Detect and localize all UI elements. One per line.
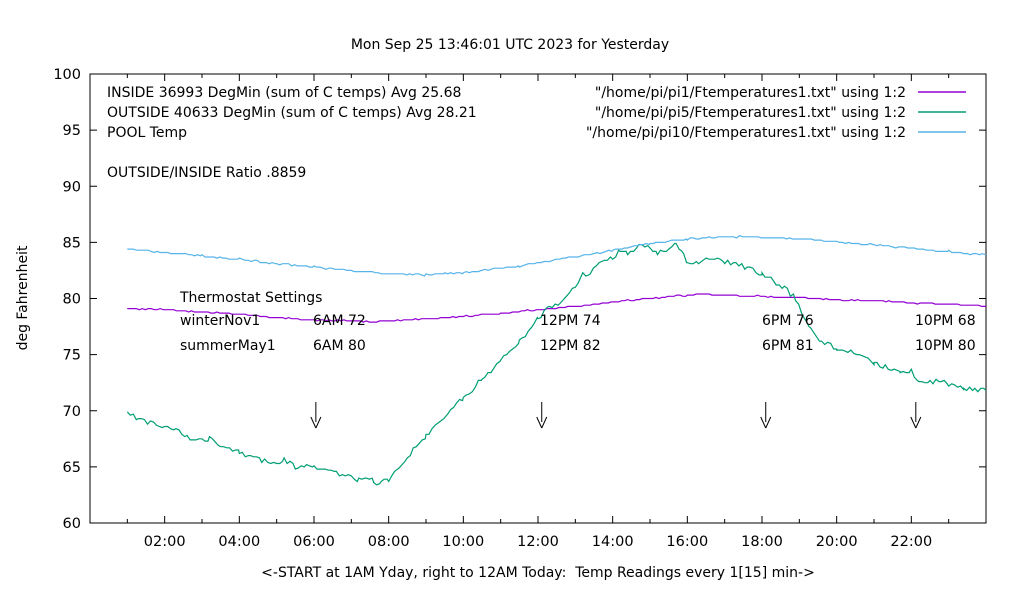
arrow-head-left xyxy=(910,416,917,429)
ratio-label: OUTSIDE/INSIDE Ratio .8859 xyxy=(107,165,306,181)
x-tick-label: 16:00 xyxy=(666,534,708,550)
x-tick-label: 02:00 xyxy=(144,534,186,550)
legend-file-pool: "/home/pi/pi10/Ftemperatures1.txt" using… xyxy=(586,125,906,141)
legend-row-outside: OUTSIDE 40633 DegMin (sum of C temps) Av… xyxy=(107,105,966,121)
y-axis-label: deg Fahrenheit xyxy=(15,245,31,350)
arrow-head-right xyxy=(315,416,322,429)
legend-file-outside: "/home/pi/pi5/Ftemperatures1.txt" using … xyxy=(595,105,906,121)
x-tick-label: 04:00 xyxy=(218,534,260,550)
y-tick-label: 75 xyxy=(63,348,81,364)
y-tick-label: 90 xyxy=(63,179,81,195)
y-tick-label: 80 xyxy=(63,292,81,308)
legend-label-pool: POOL Temp xyxy=(107,125,187,141)
thermostat-winter-10pm: 10PM 68 xyxy=(915,313,976,329)
thermostat-row-winter: winterNov1 6AM 72 12PM 74 6PM 76 10PM 68 xyxy=(180,313,976,329)
x-tick-label: 22:00 xyxy=(890,534,932,550)
arrow-head-right xyxy=(765,416,772,429)
y-tick-label: 85 xyxy=(63,235,81,251)
x-tick-label: 06:00 xyxy=(293,534,335,550)
y-tick-label: 65 xyxy=(63,460,81,476)
legend-row-pool: POOL Temp "/home/pi/pi10/Ftemperatures1.… xyxy=(107,125,966,141)
x-tick-label: 08:00 xyxy=(368,534,410,550)
thermostat-winter-6pm: 6PM 76 xyxy=(762,313,814,329)
thermostat-summer-name: summerMay1 xyxy=(180,338,276,354)
plot-axes: 02:00 04:00 06:00 08:00 10:00 12:00 14:00 16:00… xyxy=(53,67,987,550)
x-tick-label: 12:00 xyxy=(517,534,559,550)
x-tick-label: 14:00 xyxy=(592,534,634,550)
thermostat-settings: Thermostat Settings winterNov1 6AM 72 12… xyxy=(179,290,976,354)
legend-row-inside: INSIDE 36993 DegMin (sum of C temps) Avg… xyxy=(107,85,966,101)
series-line-pool xyxy=(127,234,986,277)
arrow-head-left xyxy=(310,416,317,429)
setpoint-arrows xyxy=(310,402,922,429)
thermostat-summer-6am: 6AM 80 xyxy=(313,338,366,354)
chart-title: Mon Sep 25 13:46:01 UTC 2023 for Yesterd… xyxy=(351,37,669,53)
legend-file-inside: "/home/pi/pi1/Ftemperatures1.txt" using … xyxy=(595,85,906,101)
x-axis-label: <-START at 1AM Yday, right to 12AM Today… xyxy=(261,565,815,581)
y-tick-label: 70 xyxy=(63,404,81,420)
thermostat-summer-6pm: 6PM 81 xyxy=(762,338,814,354)
y-tick-label: 95 xyxy=(63,123,81,139)
thermostat-winter-name: winterNov1 xyxy=(180,313,260,329)
x-tick-label: 18:00 xyxy=(741,534,783,550)
thermostat-summer-12pm: 12PM 82 xyxy=(540,338,601,354)
legend-label-outside: OUTSIDE 40633 DegMin (sum of C temps) Av… xyxy=(107,105,477,121)
legend-label-inside: INSIDE 36993 DegMin (sum of C temps) Avg… xyxy=(107,85,461,101)
plot-curves xyxy=(126,234,987,486)
arrow-head-right xyxy=(915,416,922,429)
x-tick-label: 20:00 xyxy=(816,534,858,550)
legend: INSIDE 36993 DegMin (sum of C temps) Avg… xyxy=(107,85,966,141)
arrow-head-left xyxy=(760,416,767,429)
thermostat-winter-6am: 6AM 72 xyxy=(313,313,366,329)
series-line-outside xyxy=(126,242,987,486)
arrow-head-left xyxy=(536,416,543,429)
y-tick-label: 60 xyxy=(63,516,81,532)
y-tick-label: 100 xyxy=(53,67,81,83)
thermostat-summer-10pm: 10PM 80 xyxy=(915,338,976,354)
thermostat-winter-12pm: 12PM 74 xyxy=(540,313,601,329)
thermostat-title: Thermostat Settings xyxy=(179,290,322,306)
series-line-inside xyxy=(127,293,986,323)
thermostat-row-summer: summerMay1 6AM 80 12PM 82 6PM 81 10PM 80 xyxy=(180,338,976,354)
arrow-head-right xyxy=(541,416,548,429)
x-tick-label: 10:00 xyxy=(442,534,484,550)
